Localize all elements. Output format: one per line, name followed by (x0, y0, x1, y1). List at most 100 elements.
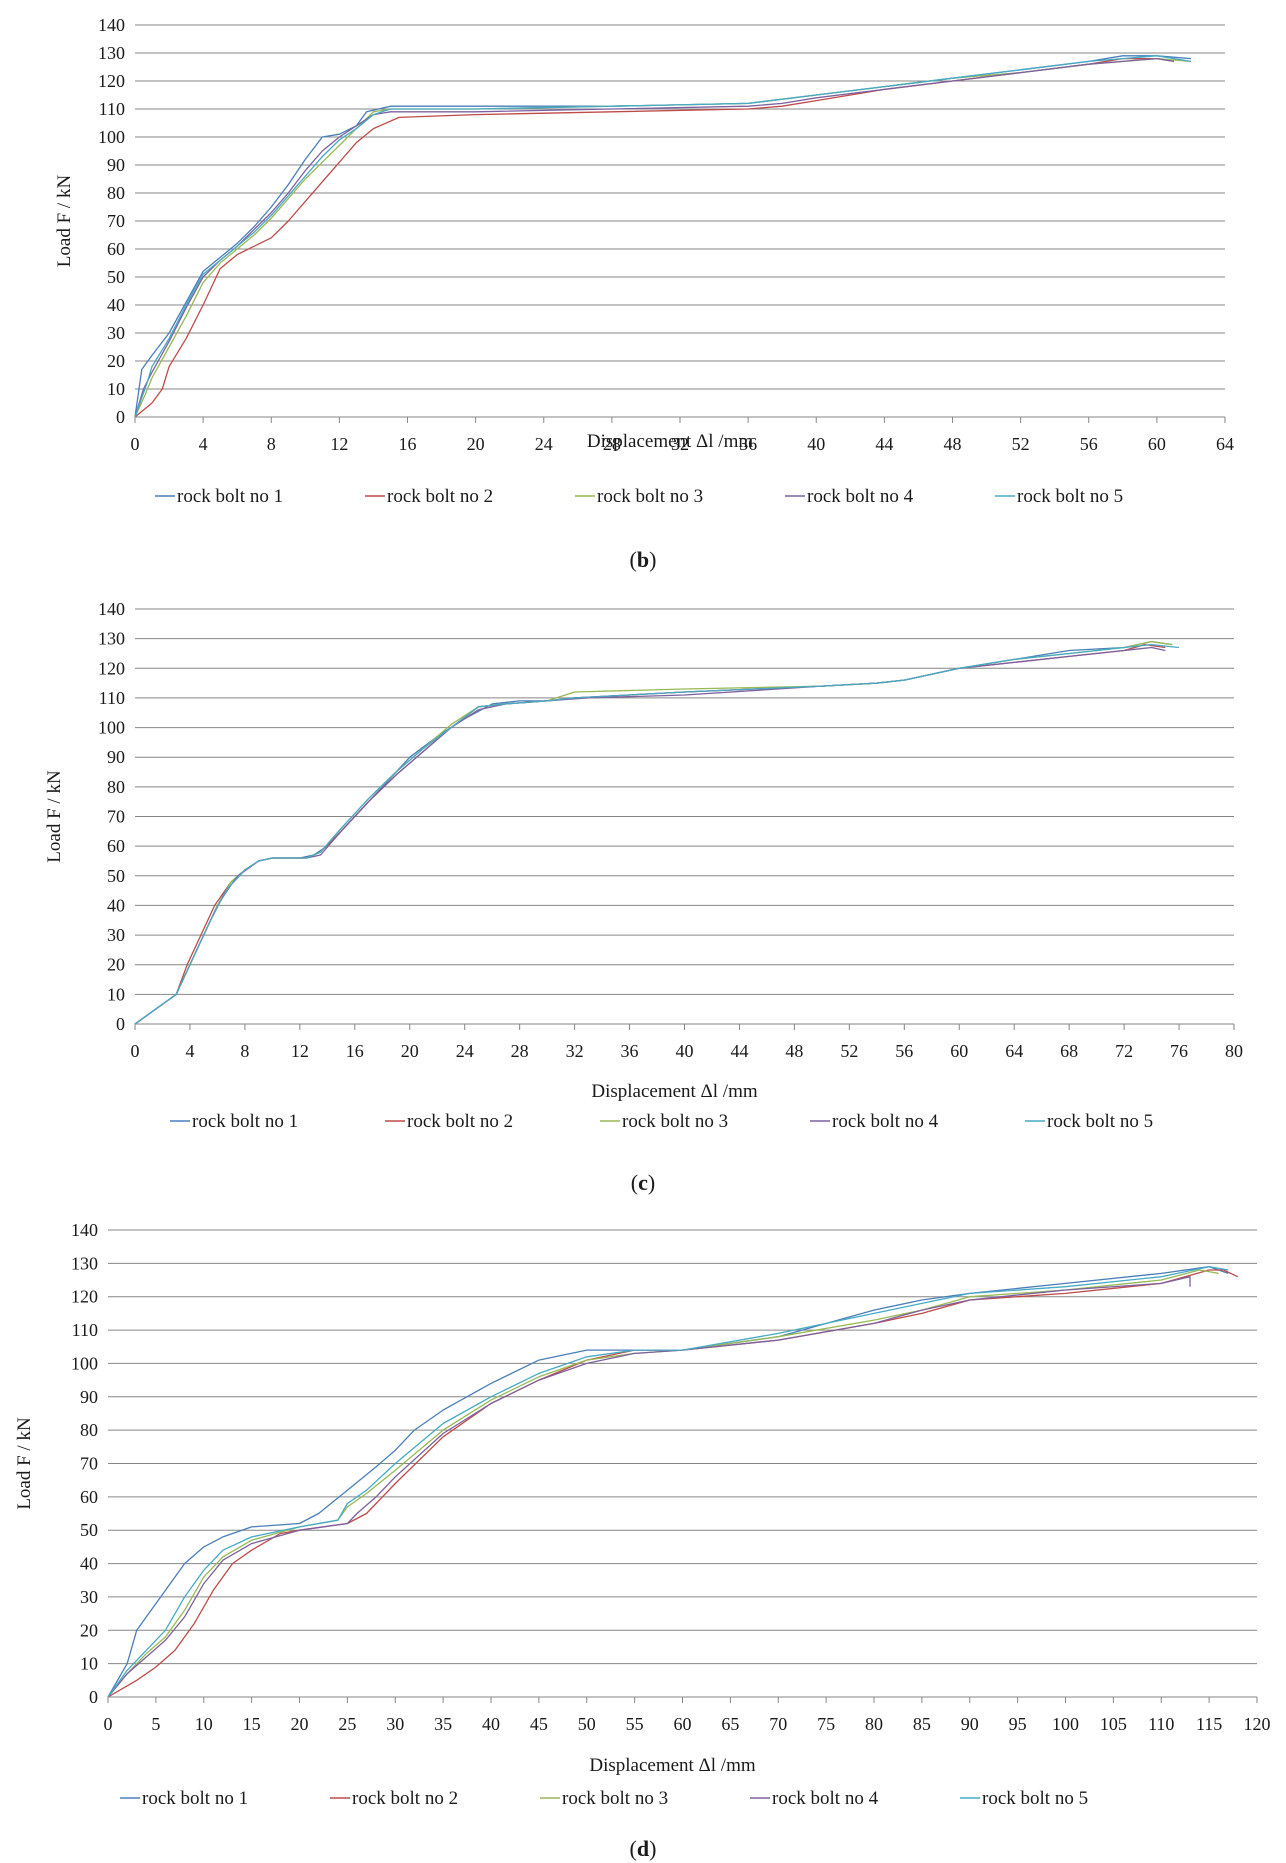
legend-label-rock-bolt-4: rock bolt no 4 (807, 486, 914, 507)
legend-label-rock-bolt-5: rock bolt no 5 (982, 1788, 1088, 1809)
x-tick-label: 20 (401, 1041, 419, 1061)
y-tick-label: 40 (80, 1554, 98, 1574)
y-tick-label: 40 (107, 895, 125, 915)
chart-caption: (c) (631, 1170, 655, 1195)
series-line-rock-bolt-2 (107, 1269, 1239, 1698)
x-axis-label: Displacement Δl /mm (587, 431, 754, 452)
y-tick-label: 10 (107, 379, 125, 399)
x-tick-label: 15 (243, 1714, 261, 1734)
x-tick-label: 12 (330, 434, 348, 454)
x-tick-label: 72 (1115, 1041, 1133, 1061)
y-tick-label: 50 (107, 866, 125, 886)
y-tick-label: 50 (107, 267, 125, 287)
x-tick-label: 40 (482, 1714, 500, 1734)
y-tick-label: 0 (89, 1687, 98, 1707)
x-tick-label: 105 (1100, 1714, 1127, 1734)
caption-letter: c (638, 1170, 648, 1195)
x-tick-label: 36 (621, 1041, 639, 1061)
x-tick-label: 36 (739, 434, 757, 454)
x-tick-label: 45 (530, 1714, 548, 1734)
x-tick-label: 16 (346, 1041, 364, 1061)
y-tick-label: 20 (107, 955, 125, 975)
y-tick-label: 110 (99, 688, 125, 708)
y-tick-label: 120 (98, 71, 125, 91)
x-tick-label: 0 (131, 434, 140, 454)
legend-label-rock-bolt-1: rock bolt no 1 (192, 1111, 298, 1132)
x-tick-label: 95 (1009, 1714, 1027, 1734)
series-line-rock-bolt-4 (134, 57, 1175, 418)
legend-label-rock-bolt-4: rock bolt no 4 (772, 1788, 879, 1809)
y-tick-label: 80 (80, 1420, 98, 1440)
series-line-rock-bolt-1 (134, 640, 1173, 1025)
y-tick-label: 90 (80, 1387, 98, 1407)
x-tick-label: 85 (913, 1714, 931, 1734)
y-tick-label: 60 (107, 836, 125, 856)
x-tick-label: 4 (199, 434, 208, 454)
y-tick-label: 60 (107, 239, 125, 259)
y-axis-label: Load F / kN (44, 770, 65, 863)
series-line-rock-bolt-3 (107, 1269, 1219, 1698)
y-axis-label: Load F / kN (54, 175, 75, 268)
x-tick-label: 55 (626, 1714, 644, 1734)
x-tick-label: 32 (566, 1041, 584, 1061)
y-tick-label: 60 (80, 1487, 98, 1507)
y-tick-label: 70 (107, 211, 125, 231)
series-line-rock-bolt-2 (134, 57, 1175, 418)
x-tick-label: 10 (195, 1714, 213, 1734)
x-tick-label: 20 (291, 1714, 309, 1734)
x-tick-label: 25 (338, 1714, 356, 1734)
caption-letter: d (637, 1836, 649, 1861)
x-tick-label: 68 (1060, 1041, 1078, 1061)
x-tick-label: 24 (535, 434, 553, 454)
x-tick-label: 60 (950, 1041, 968, 1061)
y-tick-label: 20 (107, 351, 125, 371)
legend-label-rock-bolt-3: rock bolt no 3 (622, 1111, 728, 1132)
x-tick-label: 28 (511, 1041, 529, 1061)
x-tick-label: 0 (104, 1714, 113, 1734)
y-tick-label: 110 (72, 1320, 98, 1340)
x-tick-label: 64 (1216, 434, 1234, 454)
y-tick-label: 70 (80, 1454, 98, 1474)
series-line-rock-bolt-2 (134, 643, 1166, 1025)
y-tick-label: 90 (107, 747, 125, 767)
y-tick-label: 40 (107, 295, 125, 315)
x-tick-label: 115 (1196, 1714, 1222, 1734)
x-tick-label: 76 (1170, 1041, 1188, 1061)
legend-label-rock-bolt-1: rock bolt no 1 (177, 486, 283, 507)
y-tick-label: 110 (99, 99, 125, 119)
x-tick-label: 44 (875, 434, 893, 454)
legend-label-rock-bolt-2: rock bolt no 2 (407, 1111, 513, 1132)
x-tick-label: 40 (807, 434, 825, 454)
x-tick-label: 4 (185, 1041, 194, 1061)
y-tick-label: 10 (80, 1654, 98, 1674)
x-tick-label: 40 (676, 1041, 694, 1061)
x-tick-label: 48 (785, 1041, 803, 1061)
y-axis-label: Load F / kN (14, 1417, 35, 1510)
y-tick-label: 140 (98, 599, 125, 619)
y-tick-label: 140 (71, 1220, 98, 1240)
y-tick-label: 30 (80, 1587, 98, 1607)
x-tick-label: 44 (730, 1041, 748, 1061)
x-axis-label: Displacement Δl /mm (589, 1755, 756, 1776)
x-axis-label: Displacement Δl /mm (591, 1081, 758, 1102)
chart-caption: (b) (630, 547, 657, 572)
x-tick-label: 48 (944, 434, 962, 454)
x-tick-label: 8 (267, 434, 276, 454)
y-tick-label: 120 (71, 1287, 98, 1307)
x-tick-label: 12 (291, 1041, 309, 1061)
x-tick-label: 8 (240, 1041, 249, 1061)
y-tick-label: 70 (107, 807, 125, 827)
y-tick-label: 80 (107, 183, 125, 203)
x-tick-label: 0 (131, 1041, 140, 1061)
legend-label-rock-bolt-2: rock bolt no 2 (387, 486, 493, 507)
x-tick-label: 28 (603, 434, 621, 454)
chart-d: 0 10 20 30 40 50 60 70 80 90 100 110 120 130 140 0 5 10 15… (14, 1220, 1271, 1861)
y-tick-label: 0 (116, 407, 125, 427)
x-tick-label: 50 (578, 1714, 596, 1734)
chart-caption: (d) (630, 1836, 657, 1861)
x-tick-label: 60 (1148, 434, 1166, 454)
series-line-rock-bolt-3 (134, 640, 1173, 1025)
